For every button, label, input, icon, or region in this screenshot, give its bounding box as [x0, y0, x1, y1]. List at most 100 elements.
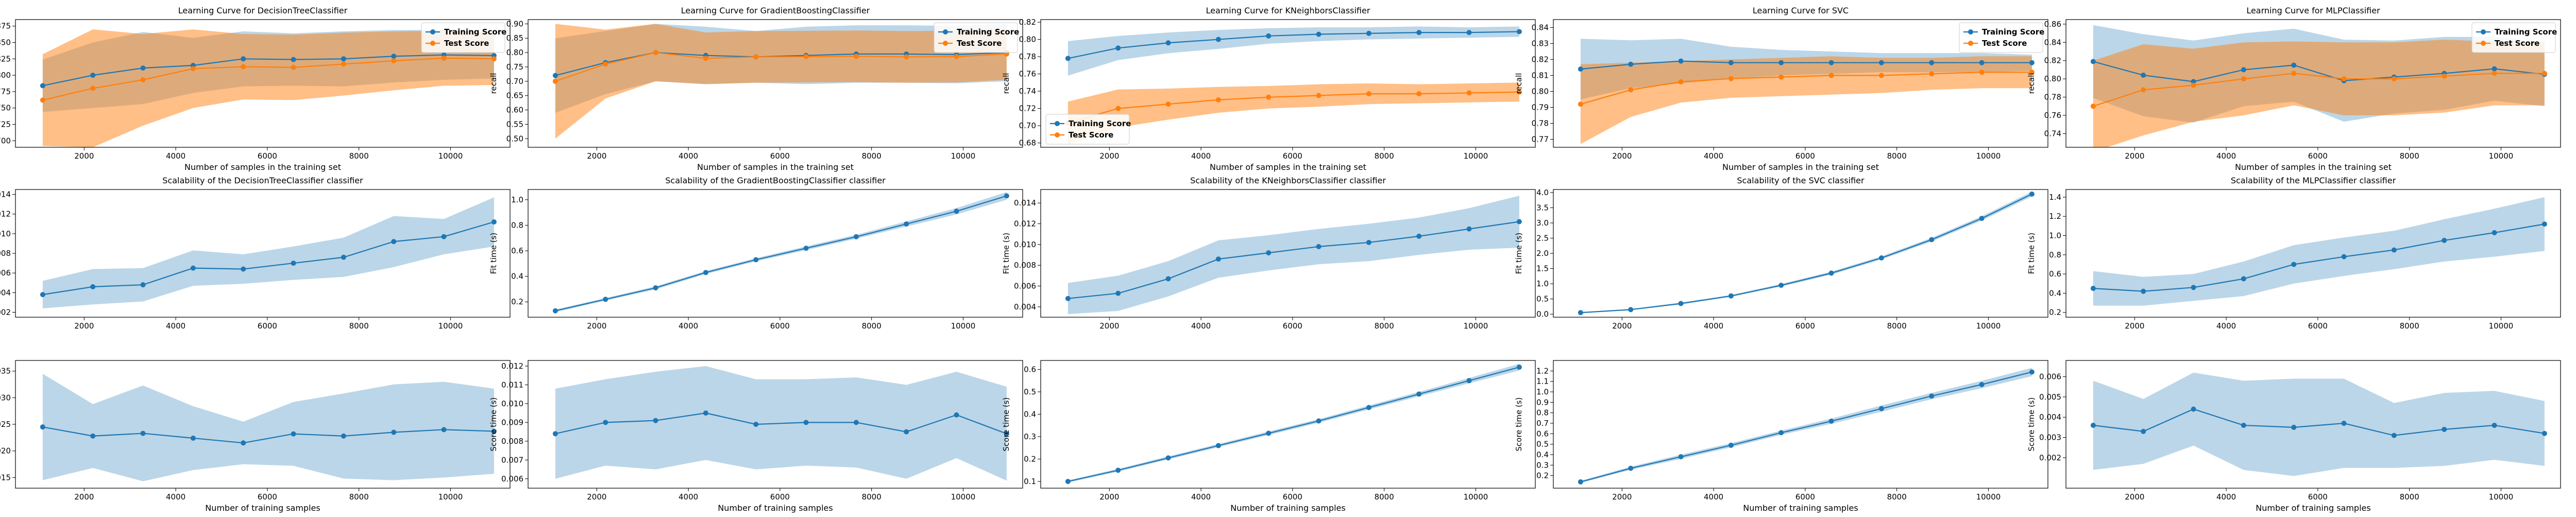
data-point — [1416, 30, 1422, 36]
data-point — [904, 221, 909, 227]
plot-area — [40, 29, 497, 147]
data-point — [391, 429, 397, 435]
x-tick-label: 2000 — [1099, 492, 1119, 502]
x-tick-label: 4000 — [1191, 321, 1211, 331]
data-point — [291, 57, 296, 62]
data-point — [1115, 290, 1121, 296]
data-point — [341, 433, 346, 439]
x-axis-label: Number of samples in the training set — [1210, 162, 1366, 172]
data-point — [703, 410, 708, 416]
confidence-band — [42, 197, 494, 308]
training-score-line — [42, 54, 494, 87]
data-point — [1165, 455, 1171, 461]
subplot: 2000 4000 6000 8000 10000 0.2 0.4 0.6 0.8 1.0 1.2 1… — [2027, 176, 2561, 331]
y-tick-label: 0.55 — [506, 119, 523, 129]
x-tick-label: 4000 — [166, 492, 185, 502]
x-tick-label: 6000 — [1283, 151, 1302, 161]
series-line — [1067, 366, 1520, 482]
x-tick-label: 6000 — [2308, 151, 2328, 161]
training-score-line — [1580, 60, 2032, 70]
plot-area — [1578, 368, 2035, 485]
data-point — [90, 85, 96, 91]
y-axis-label: Fit time (s) — [489, 233, 498, 274]
x-tick-label: 8000 — [2400, 492, 2419, 502]
data-point — [291, 64, 296, 70]
data-point — [1416, 91, 1422, 97]
y-tick-label: 0.008 — [1014, 261, 1036, 270]
data-point — [2090, 104, 2096, 109]
x-tick-label: 8000 — [1887, 321, 1907, 331]
x-tick-label: 4000 — [2216, 151, 2236, 161]
y-tick-label: 0.68 — [1019, 139, 1036, 148]
x-tick-label: 4000 — [166, 151, 185, 161]
data-point — [1578, 66, 1583, 72]
y-axis-label: recall — [1514, 73, 1523, 94]
legend-entry: Training Score — [1069, 119, 1131, 128]
y-tick-label: 0.82 — [1532, 55, 1549, 64]
y-tick-label: 0.8 — [2049, 250, 2061, 260]
x-tick-label: 10000 — [2489, 321, 2514, 331]
y-tick-label: 0.76 — [2044, 111, 2061, 120]
test-score-line — [2093, 73, 2545, 107]
y-tick-label: 0.80 — [1019, 35, 1036, 44]
data-point — [441, 56, 447, 61]
y-tick-label: 0.5 — [1536, 295, 1549, 304]
data-point — [653, 418, 658, 423]
data-point — [1516, 365, 1522, 370]
data-point — [1929, 393, 1935, 399]
data-point — [2241, 422, 2246, 428]
x-tick-label: 2000 — [587, 321, 606, 331]
data-point — [2492, 66, 2497, 72]
data-point — [552, 78, 558, 84]
data-point — [954, 412, 959, 418]
data-point — [2492, 230, 2497, 235]
x-axis-label: Number of training samples — [1743, 503, 1858, 513]
data-point — [653, 50, 658, 56]
data-point — [1165, 276, 1171, 282]
data-point — [341, 56, 346, 62]
data-point — [1828, 60, 1834, 65]
data-point — [803, 54, 809, 59]
x-tick-label: 8000 — [2400, 151, 2419, 161]
y-axis-label: Score time (s) — [1514, 398, 1523, 452]
y-tick-label: 0.007 — [501, 455, 523, 464]
legend-swatch-marker — [2481, 41, 2486, 46]
data-point — [1628, 307, 1634, 313]
legend-swatch-marker — [1968, 29, 1973, 35]
confidence-band — [1580, 368, 2032, 483]
subplot: 2000 4000 6000 8000 10000 0.2 0.4 0.6 0.8 1.0 Scal… — [489, 176, 1023, 331]
data-point — [190, 66, 196, 72]
x-tick-label: 4000 — [2216, 321, 2236, 331]
x-tick-label: 4000 — [679, 151, 698, 161]
data-point — [1266, 33, 1272, 39]
data-point — [1678, 79, 1684, 84]
subplot: 2000 4000 6000 8000 10000 0.700 0.725 0.750 0.77… — [0, 6, 511, 172]
data-point — [1728, 293, 1734, 299]
data-point — [241, 56, 246, 62]
y-tick-label: 0.83 — [1532, 39, 1549, 48]
x-axis-label: Number of samples in the training set — [1722, 162, 1879, 172]
data-point — [1266, 430, 1272, 436]
data-point — [1929, 237, 1935, 243]
y-tick-label: 0.014 — [1014, 198, 1036, 208]
data-point — [1678, 454, 1684, 460]
x-tick-label: 6000 — [258, 321, 277, 331]
y-tick-label: 0.014 — [0, 190, 11, 199]
confidence-band — [1067, 196, 1519, 314]
data-point — [291, 431, 296, 437]
axes-frame — [1553, 19, 2048, 148]
data-point — [1316, 244, 1321, 249]
legend-entry: Test Score — [1069, 130, 1113, 140]
data-point — [552, 73, 558, 78]
data-point — [1929, 71, 1935, 77]
data-point — [1979, 216, 1985, 221]
y-tick-label: 1.0 — [1536, 387, 1549, 397]
data-point — [703, 270, 708, 275]
x-tick-label: 2000 — [1612, 321, 1632, 331]
y-tick-label: 0.6 — [2049, 269, 2061, 279]
y-tick-label: 0.010 — [1014, 240, 1036, 249]
axes-frame — [528, 19, 1023, 148]
legend-box — [421, 22, 505, 53]
data-point — [1065, 296, 1071, 301]
